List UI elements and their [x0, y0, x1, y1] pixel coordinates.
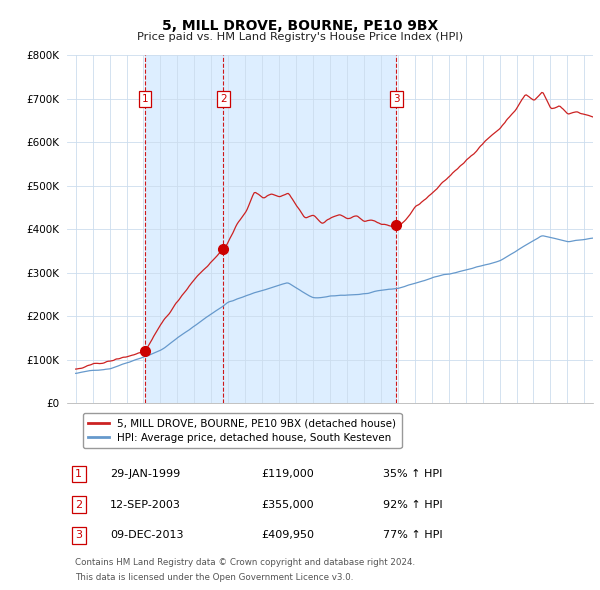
Text: 35% ↑ HPI: 35% ↑ HPI — [383, 469, 442, 479]
Text: £355,000: £355,000 — [262, 500, 314, 510]
Text: 1: 1 — [75, 469, 82, 479]
Text: 09-DEC-2013: 09-DEC-2013 — [110, 530, 184, 540]
Legend: 5, MILL DROVE, BOURNE, PE10 9BX (detached house), HPI: Average price, detached h: 5, MILL DROVE, BOURNE, PE10 9BX (detache… — [83, 414, 401, 448]
Text: 3: 3 — [393, 94, 400, 104]
Text: 12-SEP-2003: 12-SEP-2003 — [110, 500, 181, 510]
Bar — [145, 55, 397, 403]
Text: £119,000: £119,000 — [262, 469, 314, 479]
Text: Contains HM Land Registry data © Crown copyright and database right 2024.: Contains HM Land Registry data © Crown c… — [75, 558, 415, 567]
Text: This data is licensed under the Open Government Licence v3.0.: This data is licensed under the Open Gov… — [75, 572, 353, 582]
Text: Price paid vs. HM Land Registry's House Price Index (HPI): Price paid vs. HM Land Registry's House … — [137, 32, 463, 42]
Text: 3: 3 — [75, 530, 82, 540]
Text: 1: 1 — [142, 94, 148, 104]
Text: 92% ↑ HPI: 92% ↑ HPI — [383, 500, 442, 510]
Text: £409,950: £409,950 — [262, 530, 314, 540]
Text: 2: 2 — [220, 94, 227, 104]
Text: 2: 2 — [75, 500, 82, 510]
Text: 77% ↑ HPI: 77% ↑ HPI — [383, 530, 442, 540]
Text: 29-JAN-1999: 29-JAN-1999 — [110, 469, 181, 479]
Text: 5, MILL DROVE, BOURNE, PE10 9BX: 5, MILL DROVE, BOURNE, PE10 9BX — [162, 19, 438, 33]
